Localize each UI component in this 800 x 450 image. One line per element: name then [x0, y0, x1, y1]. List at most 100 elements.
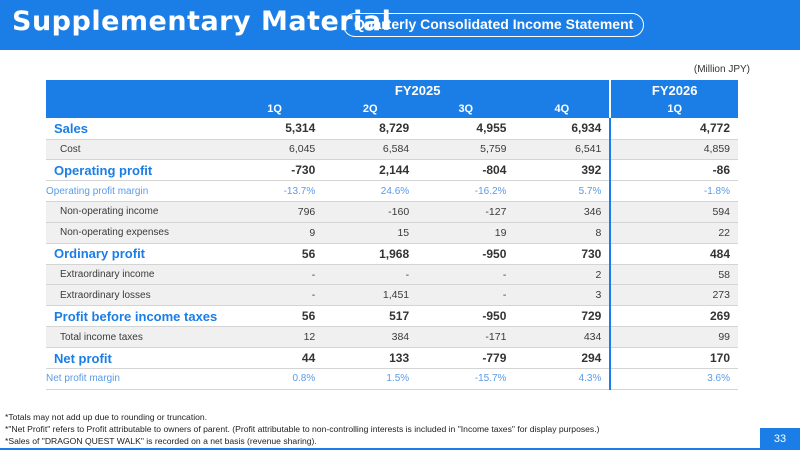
header-q1-fy2025: 1Q	[226, 100, 324, 118]
table-cell: 170	[609, 347, 738, 370]
row-label: Extraordinary income	[46, 264, 226, 286]
table-row: Net profit margin 0.8% 1.5% -15.7% 4.3% 3.6%	[46, 368, 738, 390]
table-cell: 44	[226, 347, 324, 370]
table-cell: 269	[609, 305, 738, 328]
table-cell: -	[417, 264, 515, 286]
table-row: Operating profit -730 2,144 -804 392 -86	[46, 159, 738, 182]
row-label: Operating profit	[46, 159, 226, 182]
table-cell: -86	[609, 159, 738, 182]
header-row-quarters: 1Q 2Q 3Q 4Q 1Q	[46, 100, 738, 118]
table-cell: 6,934	[514, 118, 611, 140]
header-q1-fy2026: 1Q	[609, 100, 738, 118]
table-cell: 58	[609, 264, 738, 286]
table-cell: -171	[417, 326, 515, 349]
page-title: Supplementary Material	[12, 6, 392, 37]
header-q2-fy2025: 2Q	[323, 100, 418, 118]
table-cell: 796	[226, 201, 324, 223]
table-cell: 4.3%	[514, 368, 611, 390]
table-cell: 24.6%	[323, 180, 418, 203]
table-cell: 517	[323, 305, 418, 328]
table-cell: 3	[514, 284, 611, 307]
table-cell: 294	[514, 347, 611, 370]
table-cell: 8,729	[323, 118, 418, 140]
table-row: Total income taxes 12 384 -171 434 99	[46, 326, 738, 349]
table-cell: 434	[514, 326, 611, 349]
table-cell: 22	[609, 222, 738, 244]
row-label: Non-operating income	[46, 201, 226, 223]
table-cell: 6,584	[323, 139, 418, 161]
table-row: Ordinary profit 56 1,968 -950 730 484	[46, 243, 738, 265]
row-label: Net profit margin	[46, 368, 226, 390]
row-label: Sales	[46, 118, 226, 140]
table-cell: 346	[514, 201, 611, 223]
table-cell: 8	[514, 222, 611, 244]
row-label: Non-operating expenses	[46, 222, 226, 244]
table-row: Extraordinary losses -1,451-3 273	[46, 284, 738, 307]
table-row: Extraordinary income - - -2 58	[46, 264, 738, 286]
table-cell: 1,968	[323, 243, 418, 265]
table-cell: 56	[226, 243, 324, 265]
table-row: Non-operating income 796 -160 -127 346 594	[46, 201, 738, 223]
header-fy2025: FY2025	[226, 80, 611, 100]
header-fy2026: FY2026	[609, 80, 738, 100]
unit-label: (Million JPY)	[693, 64, 750, 75]
table-cell: 12	[226, 326, 324, 349]
table-cell: -950	[417, 243, 515, 265]
table-cell: 5,314	[226, 118, 324, 140]
footnote: *"Net Profit" refers to Profit attributa…	[5, 424, 600, 434]
table-cell: -804	[417, 159, 515, 182]
header-bar	[0, 0, 800, 50]
table-cell: 6,541	[514, 139, 611, 161]
table-cell: -950	[417, 305, 515, 328]
header-q3-fy2025: 3Q	[417, 100, 515, 118]
row-label: Profit before income taxes	[46, 305, 226, 328]
table-cell: 392	[514, 159, 611, 182]
table-row: Profit before income taxes 56 517 -950 729 26…	[46, 305, 738, 328]
row-label: Cost	[46, 139, 226, 161]
table-cell: -	[226, 284, 324, 307]
table-cell: 4,955	[417, 118, 515, 140]
header-row-years: FY2025 FY2026	[46, 80, 738, 100]
table-cell: 2,144	[323, 159, 418, 182]
table-cell: 484	[609, 243, 738, 265]
table-cell: 730	[514, 243, 611, 265]
table-cell: 133	[323, 347, 418, 370]
table-cell: -16.2%	[417, 180, 515, 203]
table-cell: 273	[609, 284, 738, 307]
table-cell: 5,759	[417, 139, 515, 161]
footnote: *Totals may not add up due to rounding o…	[5, 412, 208, 422]
header-blank	[46, 100, 226, 118]
table-cell: -730	[226, 159, 324, 182]
table-row: Non-operating expenses 9 15 19 8 22	[46, 222, 738, 244]
table-cell: 19	[417, 222, 515, 244]
header-q4-fy2025: 4Q	[514, 100, 611, 118]
table-cell: 2	[514, 264, 611, 286]
table-row: Operating profit margin -13.7% 24.6% -16.2%…	[46, 180, 738, 203]
table-cell: 3.6%	[609, 368, 738, 390]
table-row: Net profit 44 133 -779 294 170	[46, 347, 738, 370]
table-cell: 4,772	[609, 118, 738, 140]
table-cell: 99	[609, 326, 738, 349]
header-blank	[46, 80, 226, 100]
table-cell: 4,859	[609, 139, 738, 161]
footnotes: *Totals may not add up due to rounding o…	[5, 411, 599, 447]
table-cell: -779	[417, 347, 515, 370]
table-cell: -	[323, 264, 418, 286]
table-cell: -15.7%	[417, 368, 515, 390]
table-row: Sales 5,314 8,729 4,955 6,934 4,772	[46, 118, 738, 140]
table-cell: 56	[226, 305, 324, 328]
table-cell: -160	[323, 201, 418, 223]
row-label: Net profit	[46, 347, 226, 370]
bottom-bar	[0, 448, 800, 450]
table-cell: 594	[609, 201, 738, 223]
table-row: Cost 6,045 6,584 5,759 6,541 4,859	[46, 139, 738, 161]
row-label: Ordinary profit	[46, 243, 226, 265]
table-cell: -	[226, 264, 324, 286]
table-cell: 9	[226, 222, 324, 244]
row-label: Total income taxes	[46, 326, 226, 349]
row-label: Extraordinary losses	[46, 284, 226, 307]
table-cell: -127	[417, 201, 515, 223]
page-number: 33	[760, 428, 800, 450]
table-cell: 729	[514, 305, 611, 328]
table-cell: 15	[323, 222, 418, 244]
